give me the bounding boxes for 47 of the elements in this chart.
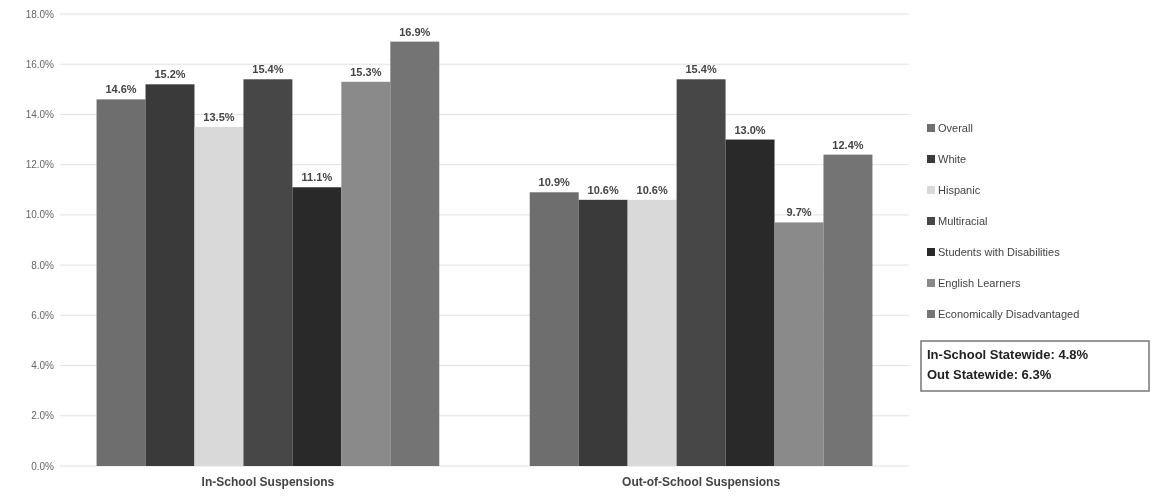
legend-label: Hispanic (938, 183, 981, 196)
data-label: 11.1% (301, 171, 333, 184)
data-label: 14.6% (105, 83, 137, 96)
legend-label: Economically Disadvantaged (938, 307, 1080, 320)
y-tick-label: 0.0% (31, 460, 55, 472)
y-tick-label: 12.0% (25, 159, 55, 171)
legend-label: English Learners (938, 276, 1022, 289)
bar (823, 154, 873, 466)
x-tick-label: In-School Suspensions (201, 475, 335, 489)
data-label: 15.4% (685, 63, 717, 76)
data-label: 9.7% (786, 206, 812, 219)
legend-label: Students with Disabilities (938, 245, 1061, 258)
bar (390, 41, 440, 466)
bar (578, 199, 628, 466)
data-label: 16.9% (399, 25, 431, 38)
data-label: 13.0% (734, 123, 766, 136)
bar (774, 222, 824, 466)
data-label: 15.4% (252, 63, 284, 76)
bar (145, 84, 195, 466)
x-tick-label: Out-of-School Suspensions (622, 475, 781, 489)
y-tick-label: 8.0% (31, 259, 55, 271)
bar (676, 79, 726, 466)
bar (725, 139, 775, 466)
text: Out Statewide: 6.3% (927, 367, 1052, 382)
text: In-School Statewide: 4.8% (927, 347, 1089, 362)
legend-label: Multiracial (938, 214, 988, 227)
data-label: 15.2% (154, 68, 186, 81)
y-tick-label: 16.0% (25, 58, 55, 70)
data-label: 12.4% (832, 138, 864, 151)
bar (341, 81, 391, 466)
bar (96, 99, 146, 466)
bar (292, 187, 342, 466)
y-tick-label: 6.0% (31, 309, 55, 321)
y-tick-label: 4.0% (31, 360, 55, 372)
data-label: 10.6% (587, 183, 619, 196)
bar (529, 192, 579, 466)
y-tick-label: 18.0% (25, 8, 55, 20)
y-tick-label: 14.0% (25, 108, 55, 120)
legend-label: Overall (938, 121, 973, 134)
data-label: 15.3% (350, 65, 382, 78)
data-label: 13.5% (203, 111, 235, 123)
data-label: 10.6% (636, 183, 668, 196)
bar (243, 79, 293, 466)
y-tick-label: 10.0% (25, 209, 55, 221)
data-label: 10.9% (538, 176, 571, 189)
y-tick-label: 2.0% (31, 410, 55, 422)
legend-label: White (938, 152, 967, 165)
